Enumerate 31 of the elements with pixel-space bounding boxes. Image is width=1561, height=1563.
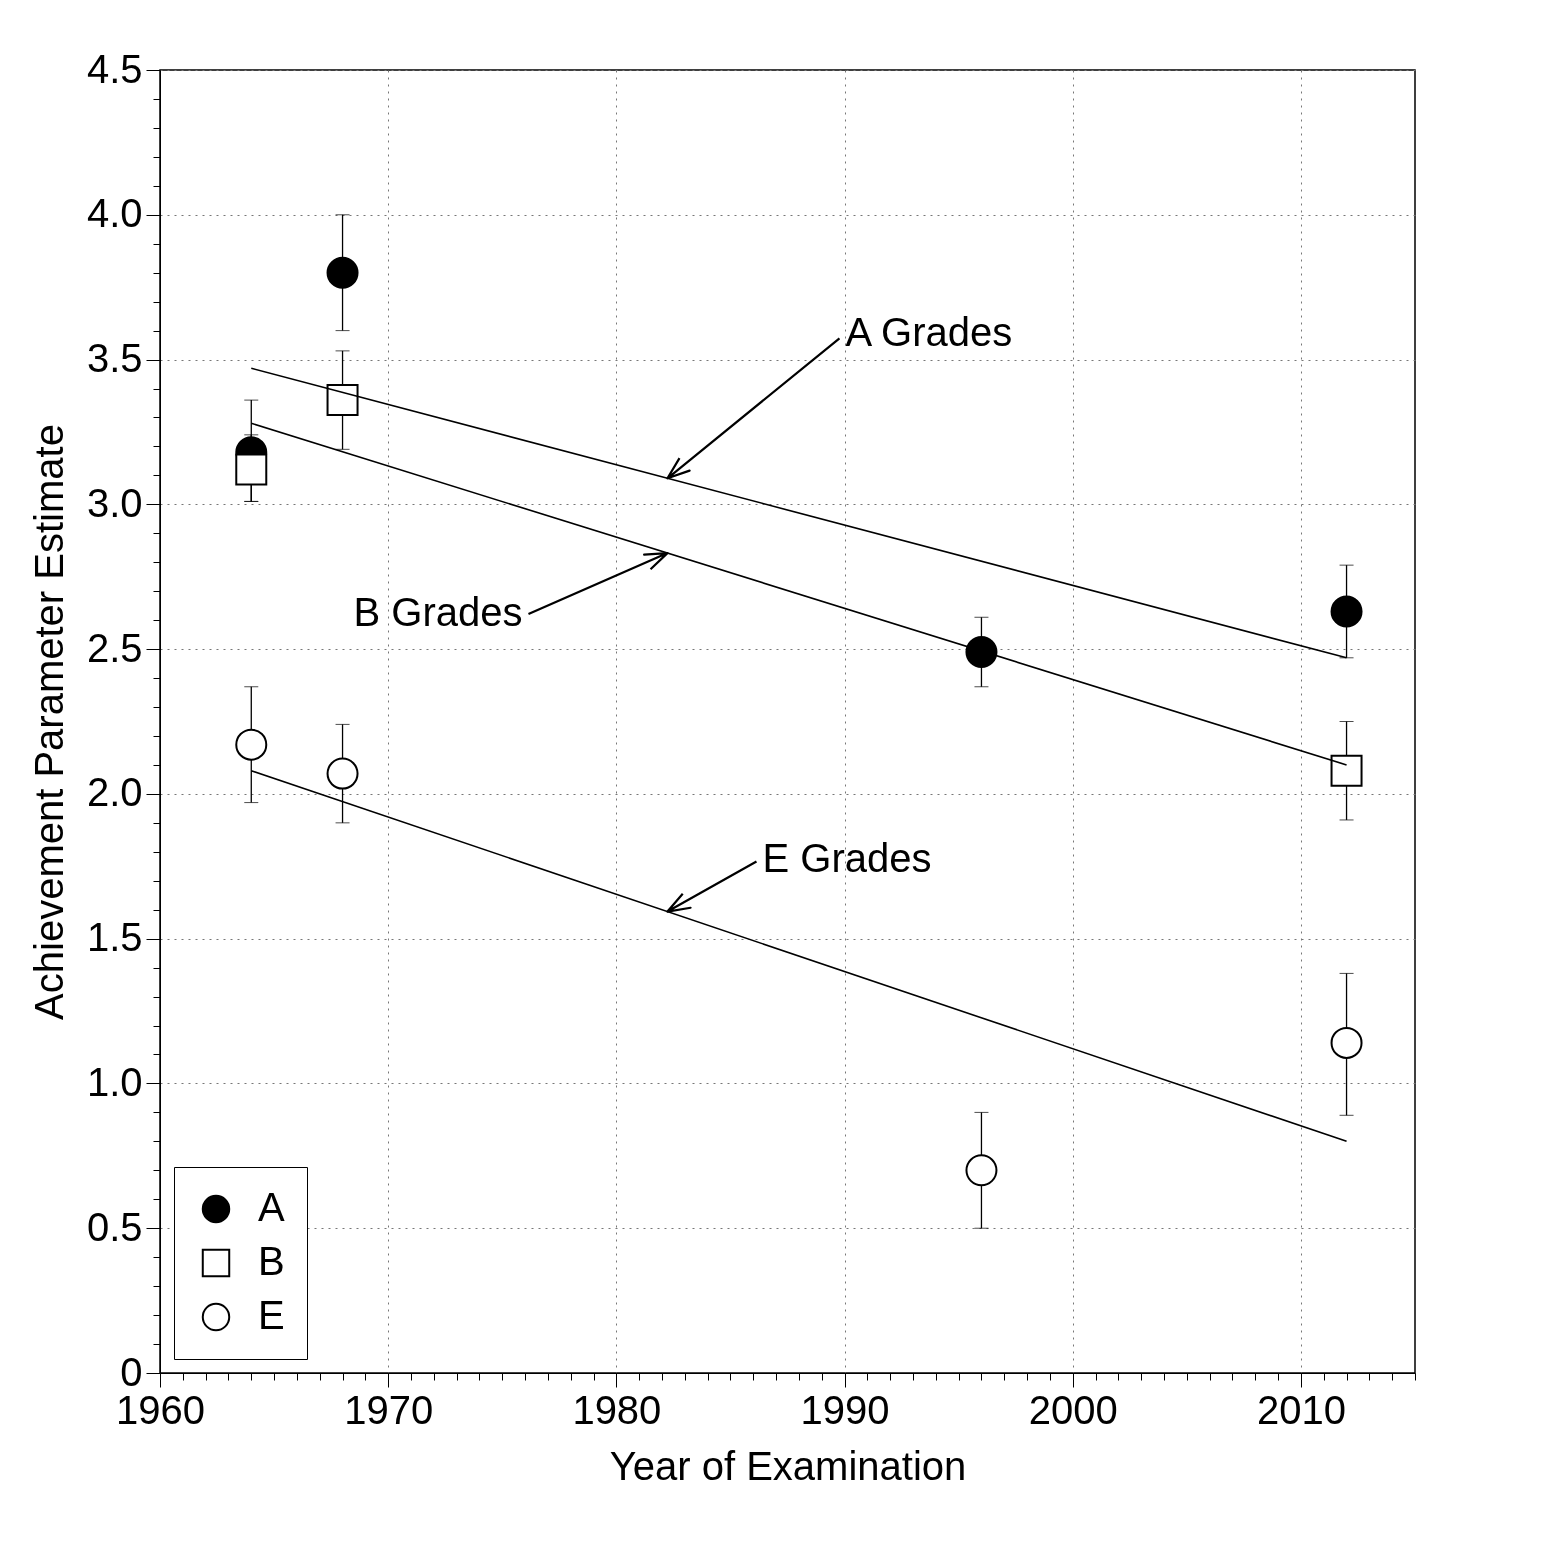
point <box>326 384 359 417</box>
x-tick-label: 2000 <box>1028 1387 1118 1432</box>
x-tick-label: 2010 <box>1256 1387 1346 1432</box>
series-label: E Grades <box>762 835 932 880</box>
x-tick-label: 1970 <box>344 1387 434 1432</box>
y-tick-label: 3.5 <box>86 336 143 381</box>
text: A Grades <box>845 310 1013 355</box>
y-tick-label: 4.0 <box>86 191 143 236</box>
y-tick-label: 2.5 <box>86 625 143 670</box>
legend-label: B <box>258 1239 285 1283</box>
y-tick-label: 4.5 <box>86 46 143 91</box>
point <box>235 453 268 486</box>
legend-label: E <box>258 1293 285 1337</box>
y-tick-label: 2.0 <box>86 770 143 815</box>
point <box>1330 595 1363 628</box>
y-tick-label: 3.0 <box>86 480 143 525</box>
point <box>965 636 998 668</box>
x-tick-label: 1990 <box>800 1387 890 1432</box>
y-tick-label: 0.5 <box>86 1204 143 1249</box>
point <box>326 256 359 289</box>
series-label: B Grades <box>353 590 523 635</box>
y-tick-label: 1.5 <box>86 915 143 960</box>
y-tick-label: 1.0 <box>86 1059 143 1104</box>
x-axis-title: Year of Examination <box>609 1443 967 1488</box>
point <box>326 757 359 790</box>
legend-label: A <box>258 1185 285 1229</box>
point <box>1330 754 1363 787</box>
point <box>1330 1026 1363 1059</box>
x-tick-label: 1980 <box>572 1387 662 1432</box>
y-axis-title: Achievement Parameter Estimate <box>26 424 71 1020</box>
point <box>965 1154 998 1187</box>
